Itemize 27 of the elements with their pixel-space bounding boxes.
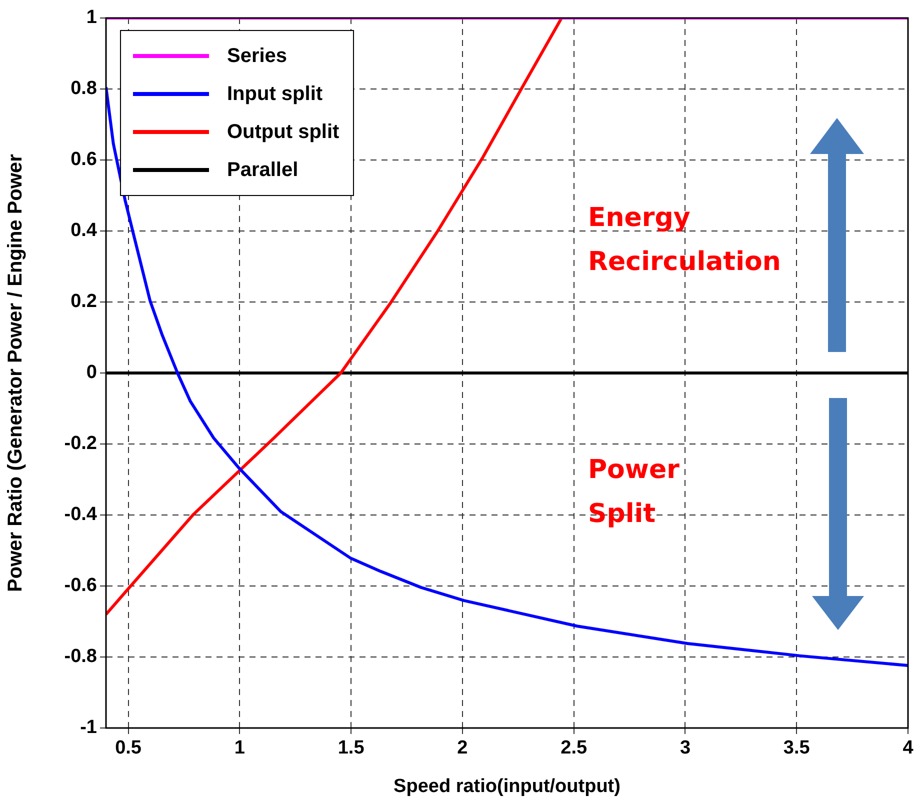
legend-label: Input split bbox=[227, 82, 323, 106]
y-tick-label: 0 bbox=[86, 362, 97, 384]
x-tick-label: 1.5 bbox=[338, 738, 365, 759]
x-tick-label: 3 bbox=[680, 738, 691, 759]
y-tick-label: -1 bbox=[80, 717, 98, 738]
y-tick-label: 0.6 bbox=[70, 149, 97, 170]
y-tick-label: -0.4 bbox=[64, 504, 98, 526]
x-tick-label: 1 bbox=[234, 738, 246, 759]
y-tick-label: 0.2 bbox=[70, 291, 97, 312]
legend-label: Series bbox=[227, 44, 288, 68]
annotation: Power Split bbox=[588, 454, 680, 531]
y-tick-label: 0.8 bbox=[70, 78, 97, 100]
x-axis-title: Speed ratio(input/output) bbox=[394, 776, 620, 797]
y-tick-label: -0.2 bbox=[64, 433, 97, 454]
x-tick-label: 4 bbox=[902, 738, 914, 759]
y-tick-label: 0.4 bbox=[70, 220, 98, 242]
x-tick-label: 2 bbox=[457, 738, 468, 759]
x-tick-label: 3.5 bbox=[783, 738, 810, 759]
legend-label: Output split bbox=[227, 120, 340, 144]
x-tick-label: 2.5 bbox=[560, 738, 588, 759]
y-tick-label: -0.6 bbox=[64, 575, 97, 596]
y-tick-label: 1 bbox=[86, 7, 98, 28]
annotation: Energy Recirculation bbox=[588, 202, 782, 279]
y-axis-title: Power Ratio (Generator Power / Engine Power bbox=[4, 154, 27, 592]
x-tick-label: 0.5 bbox=[115, 738, 142, 759]
y-tick-label: -0.8 bbox=[64, 646, 97, 668]
legend-label: Parallel bbox=[227, 158, 298, 182]
